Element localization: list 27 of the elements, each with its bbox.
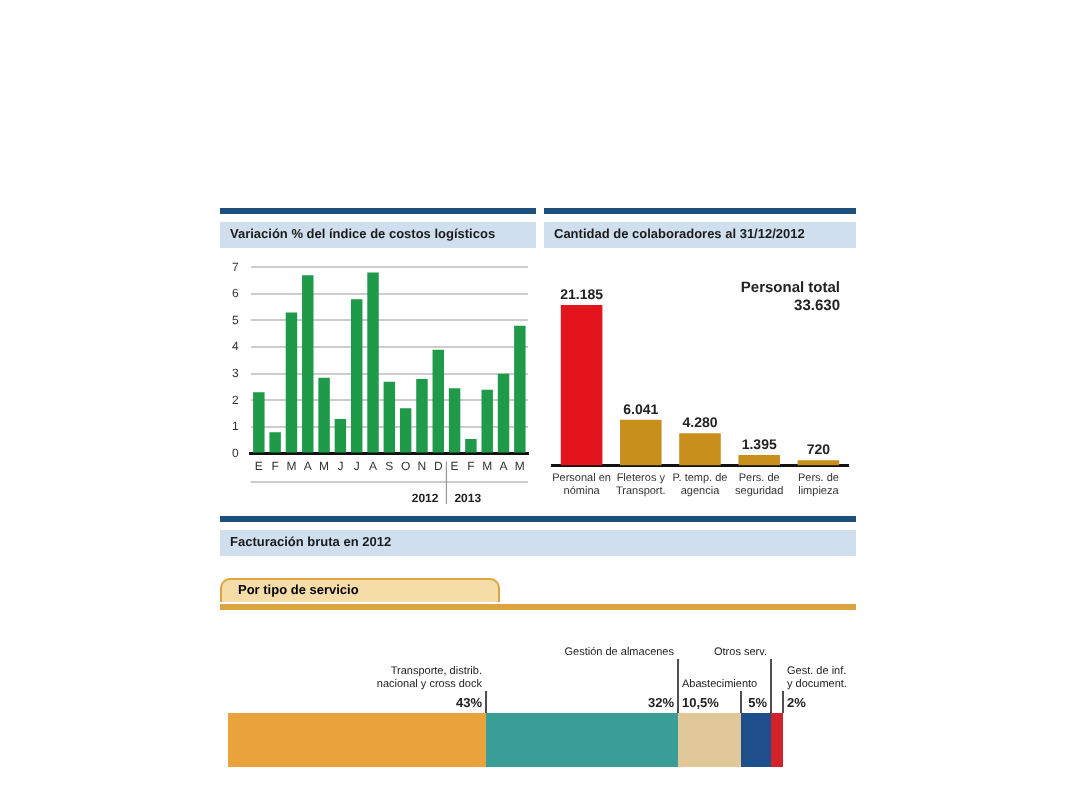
bar [318,377,330,453]
bar [486,713,678,767]
bar [741,713,771,767]
bar [679,433,721,466]
bar [416,379,428,453]
bar [448,388,461,453]
bar [738,455,780,466]
bar [771,713,783,767]
bar [269,432,281,453]
bar [514,325,526,453]
bar [497,373,510,453]
bar [560,304,603,466]
bar [399,408,412,453]
bar [285,312,298,453]
bar [481,389,493,453]
bar [350,299,363,453]
bar [620,419,662,466]
bar [253,392,265,453]
bar [228,713,486,767]
bar [367,272,379,453]
bar [383,381,396,453]
bar [432,349,444,453]
bar [678,713,741,767]
bar [302,275,314,453]
bar [465,438,477,453]
bar [334,418,347,453]
bar [797,460,840,466]
